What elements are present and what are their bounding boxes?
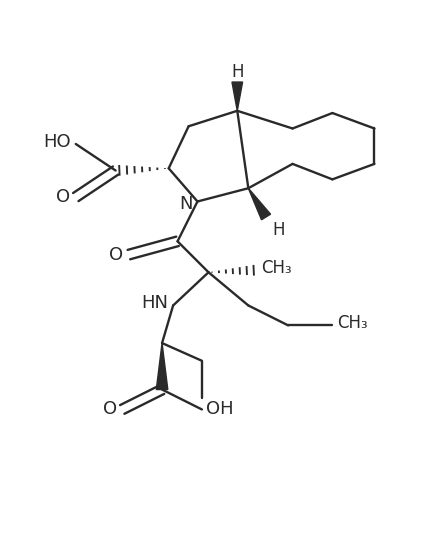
- Text: N: N: [180, 195, 193, 212]
- Polygon shape: [248, 188, 271, 220]
- Text: HN: HN: [141, 294, 168, 312]
- Polygon shape: [156, 343, 168, 390]
- Text: H: H: [273, 221, 285, 239]
- Text: O: O: [103, 400, 117, 418]
- Text: H: H: [231, 63, 244, 81]
- Text: O: O: [109, 245, 124, 264]
- Text: O: O: [56, 188, 70, 206]
- Text: HO: HO: [44, 133, 71, 151]
- Text: CH₃: CH₃: [337, 314, 367, 332]
- Polygon shape: [232, 82, 242, 111]
- Text: CH₃: CH₃: [262, 259, 292, 277]
- Text: OH: OH: [206, 400, 234, 418]
